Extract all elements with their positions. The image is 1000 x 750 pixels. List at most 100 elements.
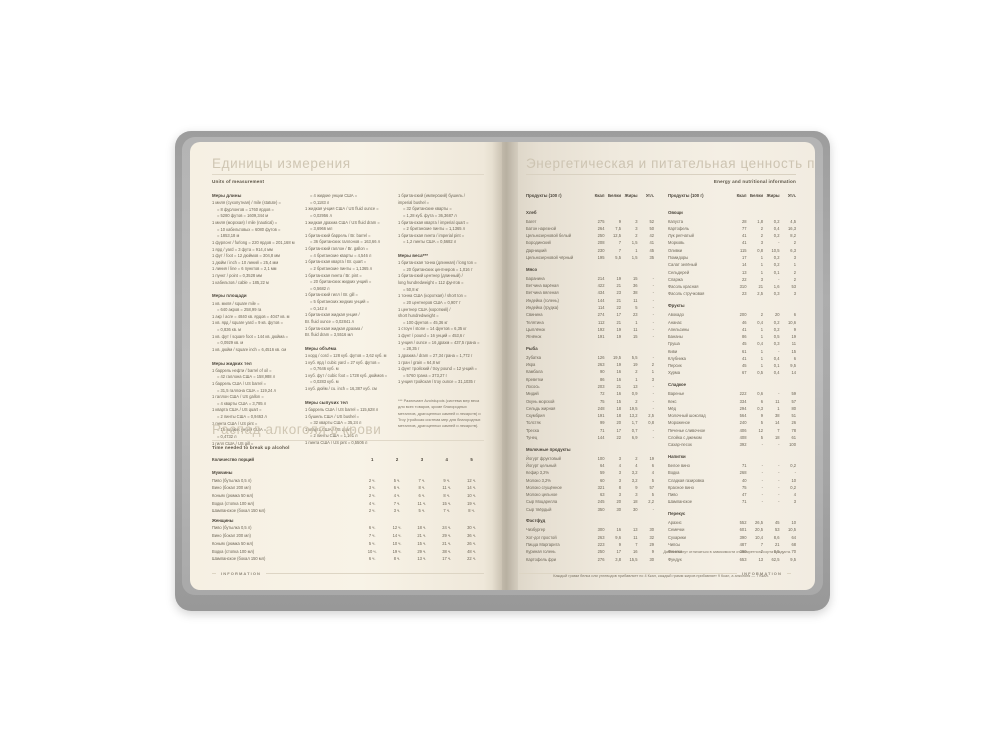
product-name: Семечки	[668, 527, 685, 533]
nutrition-cell: 38	[774, 413, 780, 419]
table-row: Белое вино 71 - - 0,2	[668, 462, 796, 469]
product-name: Зубатка	[526, 354, 542, 360]
nutrition-cell: 19,5	[613, 354, 621, 360]
product-name: Молоко 3,2%	[526, 477, 551, 483]
alcohol-section: Распад алкоголя в крови Time needed to b…	[212, 422, 484, 563]
nutrition-cell: 19	[791, 334, 796, 340]
nutrition-cell: 250	[597, 549, 605, 555]
nutrition-cell: 263	[597, 534, 605, 540]
nutrition-cell: 1	[651, 369, 654, 375]
product-name: Толстяк	[526, 420, 541, 426]
product-name: Треска	[526, 427, 540, 433]
table-row: Молоко 3,2% 60 3 3,2 5	[526, 476, 654, 483]
alcohol-cell: 7 ч.	[418, 477, 426, 483]
units-line: 1 кабельтов / cable = 185,22 м	[212, 279, 269, 285]
nutrition-col-header: Угл.	[645, 193, 654, 198]
product-name: Цыплёнок	[526, 326, 546, 332]
nutrition-cell: -	[652, 312, 654, 318]
nutrition-section: Энергетическая и питательная ценность пр…	[526, 156, 815, 579]
product-name: Апельсины	[668, 326, 690, 332]
units-line: = 4 британские кварты = 4,546 л	[310, 252, 372, 258]
product-name: Помидоры	[668, 255, 689, 261]
units-line: = 31,5 галлона США = 119,24 л	[217, 387, 276, 393]
nutrition-cell: 20	[616, 499, 621, 505]
nutrition-cell: 5	[760, 434, 763, 440]
units-line: 1 фурлонг / furlong = 220 ярдов = 201,16…	[212, 239, 295, 245]
table-row: Йогурт цельный 64 4 4 6	[526, 462, 654, 469]
table-row: Коньяк (рюмка 50 мл) 2 ч. 4 ч. 6 ч. 8 ч. 10 ч…	[212, 492, 484, 500]
nutrition-cell: 9,5	[790, 363, 796, 369]
alcohol-table: Количество порций 1 2 3 4 5 Мужчины Пиво (буты…	[212, 457, 484, 563]
alcohol-cell: 15 ч.	[442, 500, 452, 506]
table-row: Коньяк (рюмка 50 мл) 5 ч. 10 ч. 15 ч. 21 ч. 2…	[212, 540, 484, 548]
units-footnote: *** Различают Avoirdupois (система мер в…	[398, 398, 481, 429]
table-row: Семечки 601 20,5 53 10,5	[668, 526, 796, 533]
right-page-subtitle: Energy and nutritional information	[713, 179, 796, 184]
nutrition-cell: 2	[635, 398, 638, 404]
nutrition-cell: 41	[741, 355, 747, 361]
alcohol-cell: 5 ч.	[393, 477, 401, 483]
nutrition-cell: 5,5	[615, 255, 621, 261]
nutrition-table-head: Продукты (100 г) Ккал Белки Жиры Угл.	[668, 193, 796, 204]
table-row: Баранина 214 19 15 -	[526, 275, 654, 282]
nutrition-cell: 60	[599, 477, 605, 483]
table-row: Спаржа 22 3 - 2	[668, 276, 796, 283]
product-name: Картофель фри	[526, 556, 557, 562]
left-page-subtitle: Units of measurement	[212, 179, 265, 184]
table-row: Капуста 28 1,8 0,2 4,5	[668, 218, 796, 225]
table-row: Оливки 115 0,8 10,5 6,3	[668, 247, 796, 254]
nutrition-cell: 30	[632, 506, 638, 512]
nutrition-cell: 10,5	[788, 527, 796, 533]
nutrition-cell: 203	[597, 383, 605, 389]
alcohol-cell: 19 ч.	[392, 548, 402, 554]
nutrition-cell: 47	[741, 492, 747, 498]
nutrition-cell: 263	[597, 362, 605, 368]
nutrition-cell: 0,2	[790, 484, 796, 490]
nutrition-cell: 5	[651, 477, 654, 483]
product-name: Варенье	[668, 391, 685, 397]
table-row: Цельнозерновой чёрный 195 5,5 1,5 35	[526, 254, 654, 261]
nutrition-cell: 5,5	[631, 354, 638, 360]
alcohol-cell: 13 ч.	[417, 556, 427, 562]
product-name: Йогурт фруктовый	[526, 455, 561, 461]
units-columns: Меры длины 1 миля (сухопутная) / mile (st…	[212, 193, 484, 447]
nutrition-cell: 2	[635, 233, 638, 239]
nutrition-cell: 12	[758, 427, 763, 433]
nutrition-cell: 434	[597, 290, 605, 296]
units-line: Br. fluid dram = 3,5516 мл	[305, 332, 353, 338]
units-line: 1 куб. фут / cubic foot = 1728 куб. дюйм…	[305, 372, 388, 378]
nutrition-cell: 240	[739, 420, 747, 426]
table-row: Пиво (бутылка 0,5 л) 6 ч. 12 ч. 18 ч. 24 ч. 3…	[212, 524, 484, 532]
nutrition-group-row: Мясо	[526, 261, 654, 275]
alcohol-cell: 5 ч.	[368, 540, 376, 546]
nutrition-cell: -	[778, 463, 780, 469]
nutrition-cell: 653	[739, 556, 747, 562]
alcohol-drink-name: Вино (бокал 200 мл)	[212, 533, 251, 539]
nutrition-cell: 3	[618, 455, 621, 461]
table-row: Варенье 222 0,6 - 59	[668, 390, 796, 397]
nutrition-cell: 10,5	[771, 247, 780, 253]
table-row: Клубника 41 1 0,4 6	[668, 355, 796, 362]
product-name: Фундук	[668, 556, 682, 562]
nutrition-cell: 72	[599, 391, 605, 397]
table-row: Телятина 112 21 1 -	[526, 318, 654, 325]
nutrition-cell: 0,5	[757, 370, 763, 376]
product-name: Молоко цельное	[526, 492, 558, 498]
nutrition-cell: 214	[597, 275, 605, 281]
units-line: = 0,142 л	[310, 305, 328, 311]
left-page: Единицы измерения Units of measurement М…	[190, 142, 502, 590]
nutrition-cell: 2	[793, 269, 796, 275]
nutrition-cell: 19,5	[629, 405, 638, 411]
nutrition-cell: 75	[741, 484, 747, 490]
nutrition-cell: 192	[597, 326, 605, 332]
units-line: 1 пинта США / US pint = 0,5506 л	[305, 440, 368, 445]
alcohol-table-head: Количество порций 1 2 3 4 5	[212, 457, 484, 467]
product-name: Капуста	[668, 218, 684, 224]
units-line: = 10 кабельтовых = 6080 футов =	[217, 226, 281, 232]
product-name: Телятина	[526, 319, 544, 325]
nutrition-cell: 13	[741, 269, 747, 275]
table-row: Груша 45 0,4 0,3 11	[668, 340, 796, 347]
product-name: Камбала	[526, 369, 543, 375]
units-line: 1 пинта США / US pint =	[212, 420, 258, 426]
units-line: 1 британский баррель / Br. barrel =	[305, 232, 371, 238]
